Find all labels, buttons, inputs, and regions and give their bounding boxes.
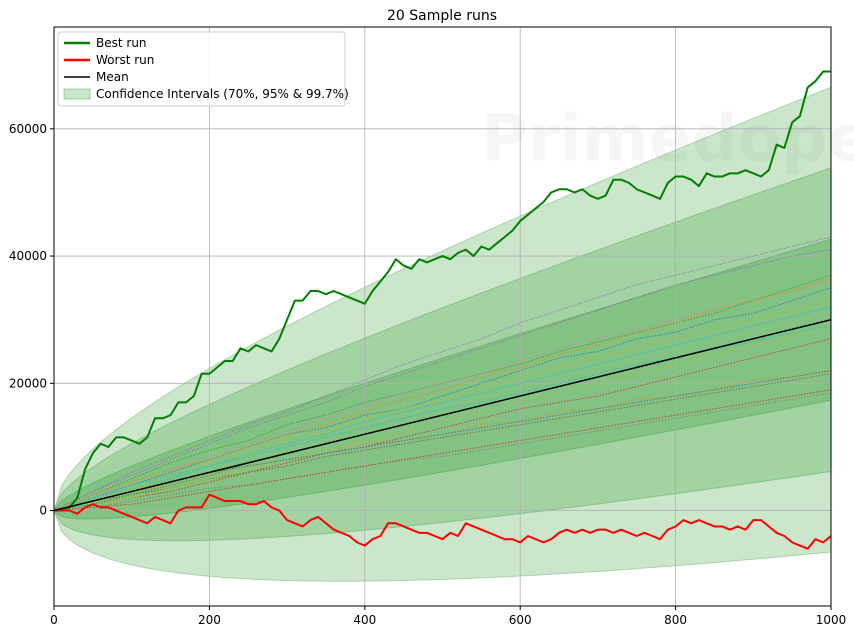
sample-run-line [54,287,831,512]
x-tick-label: 200 [198,613,221,627]
legend-label-mean: Mean [96,70,129,84]
sample-run-line [54,300,831,512]
y-tick-label: 20000 [9,376,47,390]
x-tick-label: 600 [509,613,532,627]
sample-run-line [54,389,831,512]
confidence-interval-bands [54,86,831,582]
sample-run-line [54,249,831,512]
confidence-band-70 [54,238,831,520]
y-tick-label: 40000 [9,249,47,263]
sample-run-line [54,392,831,512]
x-tick-label: 0 [50,613,58,627]
sample-run-line [54,325,831,512]
sample-run-line [54,281,831,512]
plot-area: Primedope [53,26,832,607]
legend-label-confidence-intervals: Confidence Intervals (70%, 95% & 99.7%) [96,87,349,101]
mean-line [54,318,831,512]
y-tick-label: 60000 [9,122,47,136]
chart-title: 20 Sample runs [387,8,497,24]
confidence-band-997 [54,86,831,582]
sample-run-line [54,306,831,512]
y-axis: 0 20000 40000 60000 [9,122,54,518]
confidence-band-95 [54,167,831,542]
plot-frame [53,26,832,607]
y-tick-label: 0 [39,504,47,518]
legend-label-best-run: Best run [96,36,147,50]
x-tick-label: 800 [664,613,687,627]
legend-box [57,31,346,107]
x-tick-label: 400 [353,613,376,627]
main-series [54,70,831,550]
best-run-line [54,70,831,512]
legend-swatch-confidence-intervals [63,88,91,100]
x-tick-label: 1000 [816,613,847,627]
legend-label-worst-run: Worst run [96,53,154,67]
x-axis: 0 200 400 600 800 1000 [50,606,846,627]
legend: Best run Worst run Mean Confidence Inter… [57,31,349,107]
sample-run-line [54,236,831,512]
worst-run-line [54,493,831,550]
